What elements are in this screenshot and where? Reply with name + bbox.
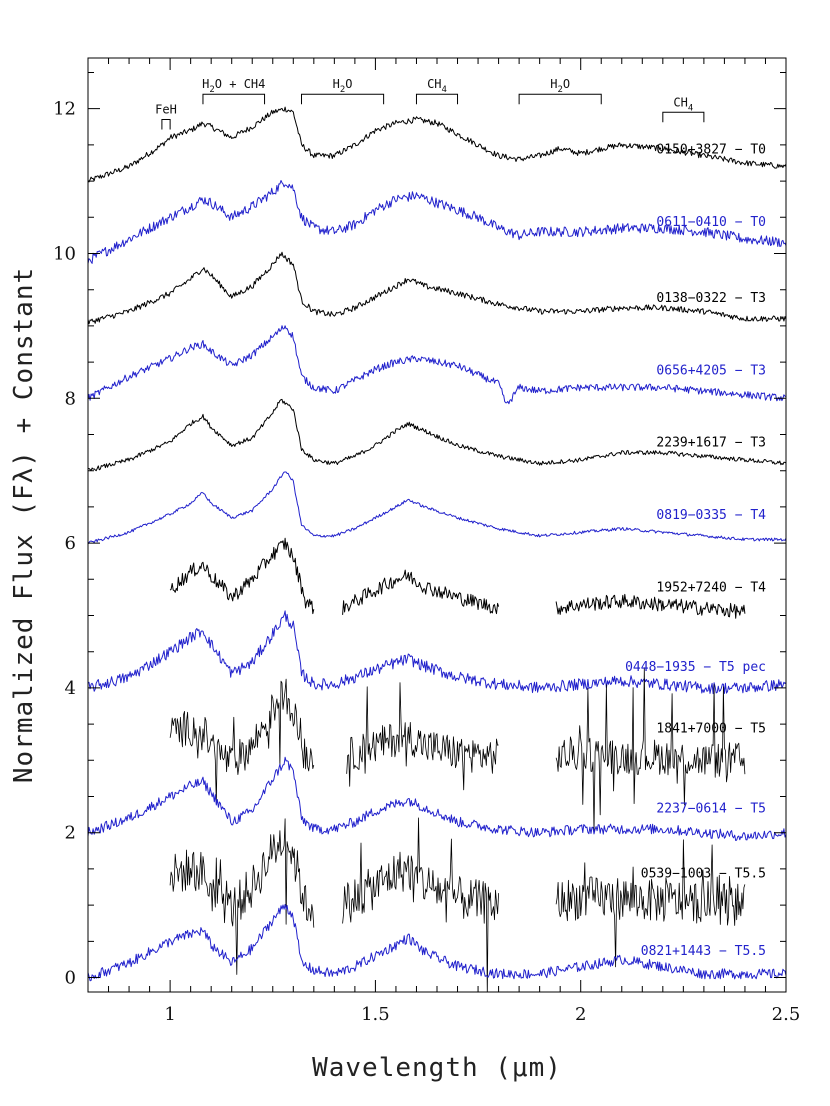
spectrum-line	[88, 106, 786, 183]
spectrum-line	[555, 593, 746, 619]
spectrum-line	[555, 667, 746, 834]
spectrum-series	[88, 251, 786, 325]
spectrum-line	[88, 756, 786, 841]
spectrum-label: 0611−0410 − T0	[656, 215, 766, 230]
spectrum-line	[88, 325, 786, 405]
spectrum-line	[88, 471, 786, 545]
spectrum-label: 0448−1935 − T5 pec	[625, 660, 766, 675]
spectrum-label: 2239+1617 − T3	[656, 436, 766, 451]
band-bracket	[415, 93, 459, 105]
spectrum-line	[169, 678, 315, 805]
band-label: CH4	[427, 77, 447, 95]
x-tick-label: 2	[575, 1004, 586, 1025]
spectrum-line	[88, 180, 786, 264]
spectrum-line	[342, 569, 500, 615]
spectrum-series	[88, 756, 786, 841]
band-label: CH4	[673, 95, 693, 113]
spectrum-label: 0138−0322 − T3	[656, 291, 766, 306]
band-bracket	[202, 93, 266, 105]
spectrum-series	[88, 398, 786, 472]
spectrum-series	[88, 471, 786, 545]
spectrum-line	[88, 610, 786, 695]
axis-ticks: 1 1.5 2 2.5 0 2 4 6 8 10 12	[53, 58, 800, 1025]
spectrum-label: 0539−1003 − T5.5	[641, 867, 766, 882]
spectrum-line	[346, 682, 499, 791]
spectrum-series	[88, 904, 786, 982]
y-tick-label: 4	[65, 678, 76, 699]
spectrum-labels: 0150+3827 − T0 0611−0410 − T0 0138−0322 − …	[625, 143, 766, 960]
y-axis-title: Normalized Flux (Fλ) + Constant	[9, 267, 39, 783]
spectrum-label: 0821+1443 − T5.5	[641, 944, 766, 959]
x-ticks	[108, 58, 787, 992]
x-tick-label: 1.5	[361, 1004, 390, 1025]
spectrum-line	[555, 839, 746, 968]
spectrum-series	[88, 325, 786, 405]
y-tick-label: 0	[65, 968, 76, 989]
y-tick-label: 6	[65, 533, 76, 554]
y-tick-label: 12	[53, 99, 76, 120]
band-label: FeH	[155, 103, 177, 117]
spectrum-series	[169, 667, 746, 834]
y-tick-label: 8	[65, 388, 76, 409]
spectrum-line	[169, 537, 315, 615]
spectrum-series	[169, 817, 746, 992]
spectrum-series	[88, 610, 786, 695]
spectrum-series	[88, 180, 786, 264]
x-axis-title: Wavelength (μm)	[312, 1053, 562, 1083]
spectrum-series	[88, 106, 786, 183]
spectrum-series	[169, 537, 746, 619]
plot-frame	[87, 57, 787, 993]
band-label: H2O + CH4	[202, 77, 265, 95]
band-bracket	[518, 93, 602, 105]
absorption-bands: FeH H2O + CH4 H2O CH4 H2O CH4	[155, 77, 705, 130]
spectrum-label: 0150+3827 − T0	[656, 143, 766, 158]
spectrum-label: 1841+7000 − T5	[656, 722, 766, 737]
band-label: H2O	[550, 77, 570, 95]
y-ticks	[88, 71, 786, 979]
y-tick-label: 10	[53, 243, 76, 264]
spectrum-line	[342, 817, 499, 992]
band-bracket	[161, 119, 171, 130]
spectrum-label: 2237−0614 − T5	[656, 801, 766, 816]
spectrum-line	[88, 251, 786, 325]
y-tick-label: 2	[65, 823, 76, 844]
spectrum-line	[88, 904, 786, 982]
band-bracket	[662, 111, 705, 123]
spectra-layer	[88, 106, 786, 992]
spectrum-line	[88, 398, 786, 472]
band-label: H2O	[333, 77, 353, 95]
spectrum-label: 1952+7240 − T4	[656, 581, 766, 596]
spectrum-label: 0656+4205 − T3	[656, 363, 766, 378]
x-tick-label: 2.5	[772, 1004, 801, 1025]
spectrum-line	[169, 818, 315, 975]
spectrum-label: 0819−0335 − T4	[656, 508, 766, 523]
x-tick-label: 1	[164, 1004, 175, 1025]
band-bracket	[301, 93, 385, 105]
